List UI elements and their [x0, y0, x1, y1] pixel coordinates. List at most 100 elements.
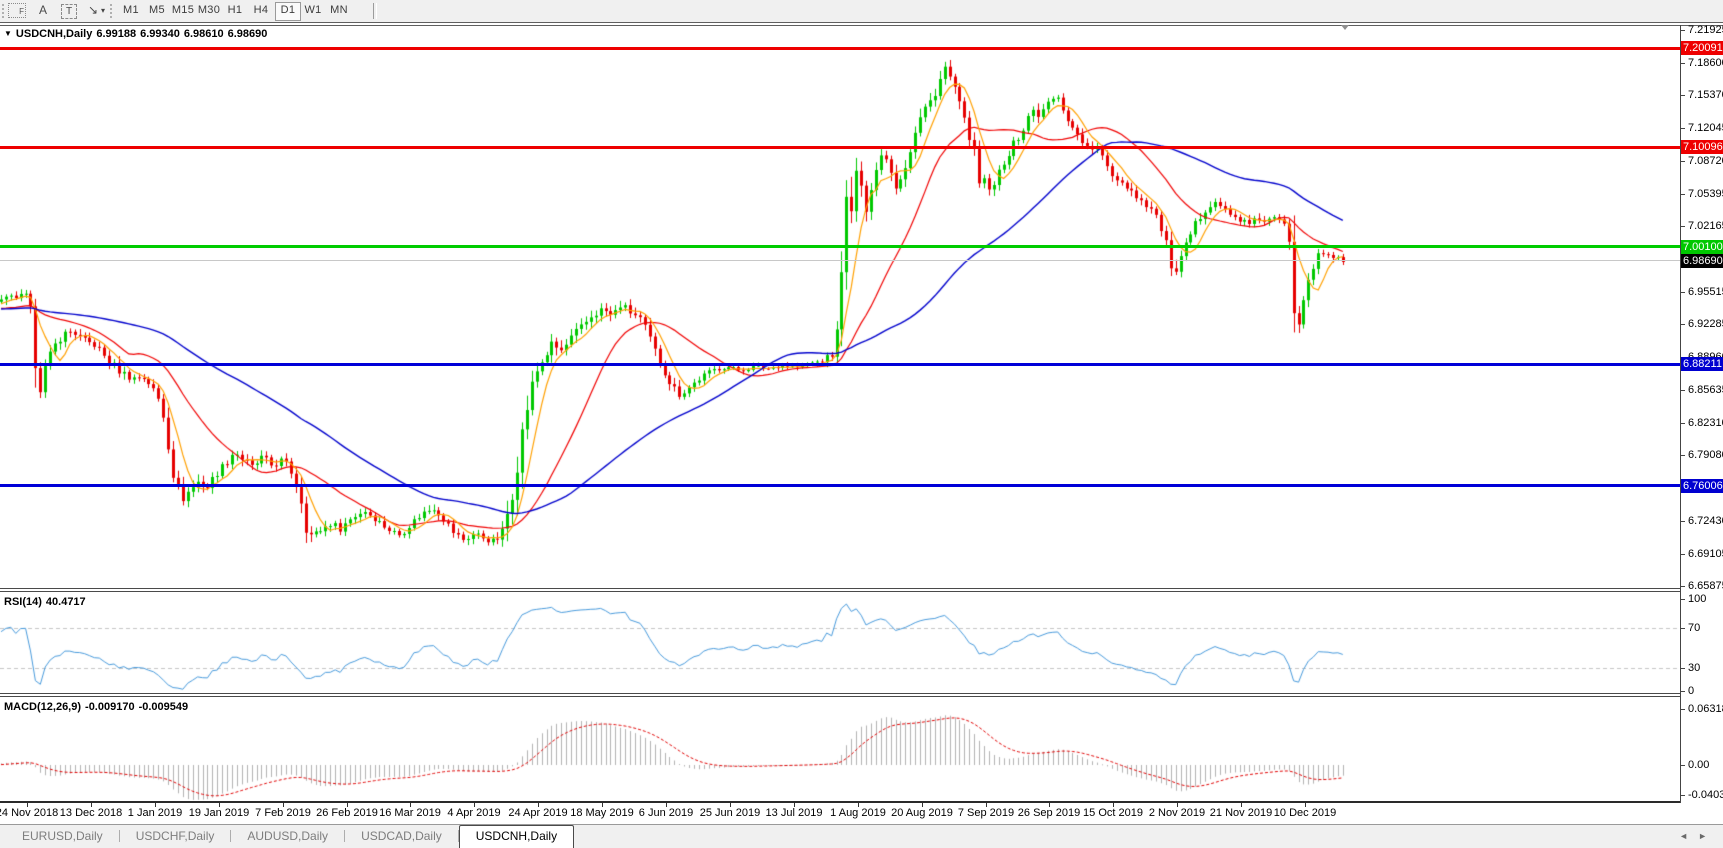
- price-tick: [1680, 95, 1685, 97]
- price-tick-label: 7.08720: [1688, 155, 1723, 167]
- price-level-badge: 7.10096: [1681, 140, 1723, 154]
- price-level-badge: 6.88211: [1681, 357, 1723, 371]
- indicator-tick: [1680, 795, 1685, 796]
- price-tick-label: 7.12045: [1688, 122, 1723, 135]
- time-tick-label: 2 Nov 2019: [1148, 807, 1206, 819]
- indicator-tick: [1680, 599, 1685, 600]
- price-tick: [1680, 521, 1685, 522]
- tab-divider: [344, 830, 346, 842]
- tabbar-divider: [0, 824, 1723, 825]
- chart-shift-marker[interactable]: [1341, 25, 1349, 30]
- collapse-icon[interactable]: ▼: [4, 29, 12, 38]
- price-tick: [1680, 128, 1685, 130]
- price-level-badge: 6.98690: [1681, 254, 1723, 268]
- time-tick-label: 24 Nov 2018: [0, 807, 59, 819]
- macd-name: MACD(12,26,9): [4, 701, 82, 713]
- indicator-tick-label: 30: [1688, 662, 1701, 674]
- chart-tab-usdcnh[interactable]: USDCNH,Daily: [458, 825, 575, 848]
- price-level-line[interactable]: [0, 484, 1680, 487]
- price-tick-label: 6.85635: [1688, 384, 1723, 396]
- price-level-badge: 7.00100: [1681, 240, 1723, 254]
- price-axis-border: [1680, 25, 1681, 803]
- time-tick: [1241, 803, 1242, 807]
- time-tick: [1113, 803, 1114, 807]
- price-tick-label: 7.02165: [1688, 220, 1723, 233]
- rsi-value: 40.4717: [45, 596, 86, 608]
- time-tick: [91, 803, 92, 807]
- indicator-tick: [1680, 668, 1685, 669]
- chart-title: ▼ USDCNH,Daily 6.99188 6.99340 6.98610 6.9869…: [4, 28, 271, 40]
- macd-value-1: -0.009170: [85, 701, 135, 713]
- price-tick-label: 6.69105: [1688, 547, 1723, 560]
- time-tick-label: 1 Jan 2019: [127, 807, 183, 819]
- time-tick-label: 7 Sep 2019: [957, 807, 1015, 819]
- time-tick: [730, 803, 731, 807]
- time-tick: [155, 803, 156, 807]
- open-value: 6.99188: [96, 28, 137, 40]
- time-tick-label: 10 Dec 2019: [1273, 807, 1337, 819]
- tab-scroll-left-icon[interactable]: ◄: [1679, 831, 1699, 841]
- chart-tab-usdcad[interactable]: USDCAD,Daily: [361, 829, 442, 843]
- time-tick: [602, 803, 603, 807]
- price-level-line[interactable]: [0, 363, 1680, 366]
- price-tick-label: 6.79080: [1688, 449, 1723, 462]
- price-tick: [1680, 161, 1685, 162]
- price-tick-label: 6.95515: [1688, 286, 1723, 298]
- price-tick: [1680, 422, 1685, 424]
- tab-divider: [118, 830, 120, 842]
- price-tick: [1680, 226, 1685, 228]
- price-tick: [1680, 586, 1685, 588]
- tab-divider: [457, 830, 459, 842]
- indicator-tick-label: 0: [1688, 685, 1695, 697]
- time-tick: [410, 803, 411, 807]
- time-tick: [1049, 803, 1050, 807]
- indicator-tick-label: -0.040355: [1688, 789, 1723, 801]
- time-tick-label: 24 Apr 2019: [508, 807, 568, 819]
- time-tick-label: 26 Feb 2019: [316, 807, 378, 819]
- macd-bottom-border: [0, 801, 1680, 803]
- rsi-name: RSI(14): [4, 596, 42, 608]
- price-tick-label: 6.92285: [1688, 318, 1723, 331]
- time-tick: [283, 803, 284, 807]
- time-tick: [858, 803, 859, 807]
- price-level-line[interactable]: [0, 146, 1680, 149]
- time-tick-label: 15 Oct 2019: [1083, 807, 1143, 819]
- price-tick: [1680, 292, 1685, 293]
- price-tick-label: 7.05395: [1688, 187, 1723, 200]
- price-level-line[interactable]: [0, 47, 1680, 50]
- tab-scroll-right-icon[interactable]: ►: [1698, 831, 1717, 841]
- price-tick-label: 6.72430: [1688, 515, 1723, 527]
- price-tick-label: 7.15370: [1688, 89, 1723, 102]
- chart-tab-audusd[interactable]: AUDUSD,Daily: [247, 829, 329, 843]
- indicator-tick-label: 0.00: [1688, 759, 1710, 771]
- indicator-tick: [1680, 691, 1685, 692]
- price-level-line[interactable]: [0, 245, 1680, 248]
- time-tick-label: 25 Jun 2019: [699, 807, 761, 819]
- time-tick: [538, 803, 539, 807]
- price-level-line[interactable]: [0, 260, 1680, 261]
- high-value: 6.99340: [140, 28, 180, 40]
- time-tick-label: 26 Sep 2019: [1017, 807, 1081, 819]
- time-tick-label: 21 Nov 2019: [1209, 807, 1273, 819]
- time-tick: [27, 803, 28, 807]
- main-rsi-splitter[interactable]: [0, 588, 1680, 592]
- rsi-macd-splitter[interactable]: [0, 693, 1680, 697]
- time-tick: [219, 803, 220, 807]
- chart-tab-bar: EURUSD,Daily USDCHF,Daily AUDUSD,Daily USDC…: [0, 825, 1723, 848]
- time-tick-label: 16 Mar 2019: [379, 807, 441, 819]
- macd-value-2: -0.009549: [138, 701, 189, 713]
- indicator-tick-label: 100: [1688, 593, 1707, 605]
- chart-tab-usdchf[interactable]: USDCHF,Daily: [135, 829, 215, 843]
- rsi-label: RSI(14) 40.4717: [4, 596, 90, 608]
- tab-divider: [230, 830, 232, 842]
- chart-tab-eurusd[interactable]: EURUSD,Daily: [22, 829, 103, 843]
- price-tick: [1680, 390, 1685, 391]
- price-tick-label: 6.82310: [1688, 416, 1723, 429]
- indicator-tick: [1680, 765, 1685, 766]
- time-tick-label: 20 Aug 2019: [891, 807, 953, 819]
- time-tick-label: 13 Jul 2019: [765, 807, 823, 819]
- time-tick: [986, 803, 987, 807]
- indicator-tick: [1680, 709, 1685, 710]
